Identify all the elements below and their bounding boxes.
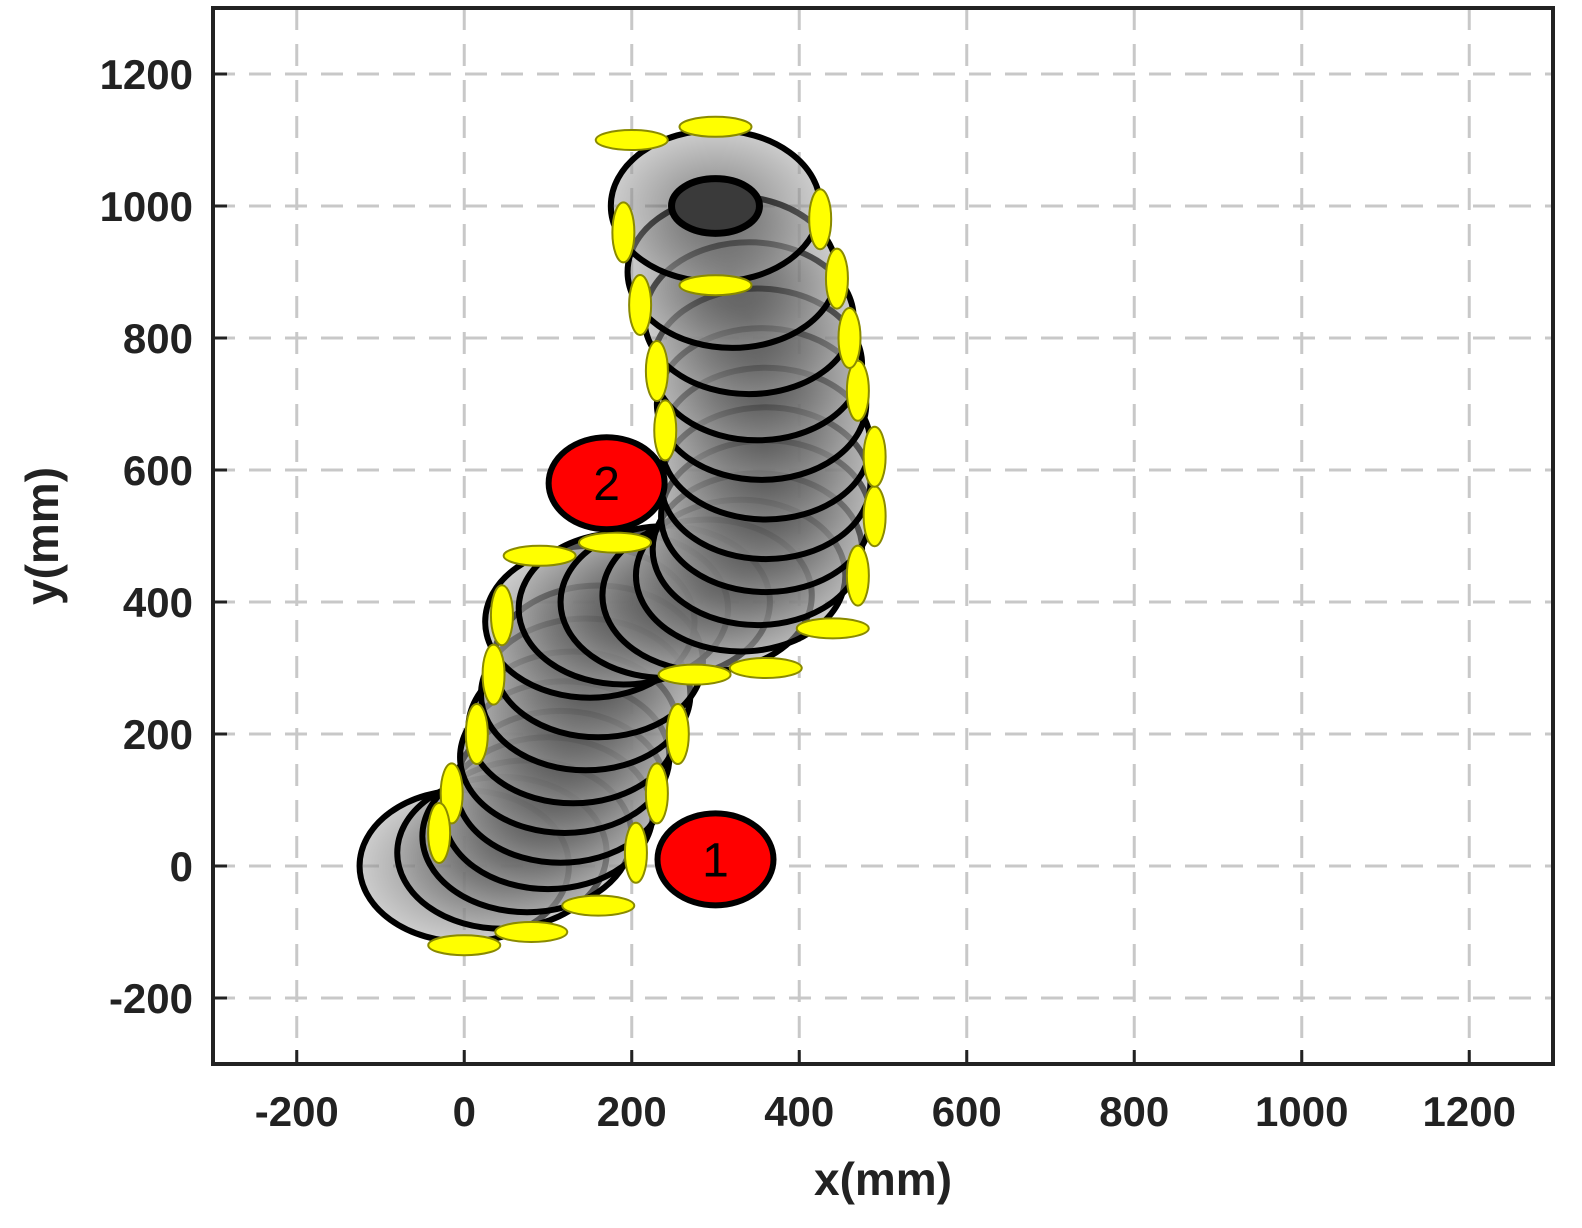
x-axis-label: x(mm) bbox=[814, 1153, 952, 1205]
foot-point bbox=[489, 584, 514, 647]
axes-frame bbox=[211, 6, 1555, 1066]
foot-point bbox=[644, 762, 669, 825]
foot-point bbox=[837, 307, 862, 369]
foot-point bbox=[824, 247, 849, 310]
foot-point bbox=[678, 274, 753, 297]
foot-point bbox=[862, 425, 887, 488]
waypoint-label: 1 bbox=[702, 834, 729, 887]
x-tick-label: 1000 bbox=[1255, 1088, 1348, 1135]
footprint-core bbox=[668, 175, 763, 237]
y-tick-label: 400 bbox=[123, 579, 193, 626]
x-tick-label: 600 bbox=[932, 1088, 1002, 1135]
foot-point bbox=[653, 399, 678, 462]
x-tick-label: 800 bbox=[1099, 1088, 1169, 1135]
y-tick-label: 800 bbox=[123, 315, 193, 362]
x-tick-labels: -200 0 200 400 600 800 1000 1200 bbox=[255, 1050, 1516, 1135]
foot-point bbox=[623, 821, 648, 884]
x-tick-label: -200 bbox=[255, 1088, 339, 1135]
y-tick-label: -200 bbox=[109, 975, 193, 1022]
x-tick-label: 200 bbox=[597, 1088, 667, 1135]
foot-point bbox=[502, 544, 577, 567]
foot-point bbox=[427, 934, 502, 957]
waypoint-label: 2 bbox=[593, 458, 620, 511]
foot-point bbox=[561, 894, 636, 917]
foot-point bbox=[728, 657, 803, 679]
foot-point bbox=[594, 129, 669, 151]
y-tick-label: 0 bbox=[170, 843, 193, 890]
y-tick-label: 1200 bbox=[100, 51, 193, 98]
foot-point bbox=[808, 188, 833, 251]
waypoint-marker: 2 bbox=[545, 434, 668, 533]
plot-area: 12 bbox=[356, 115, 887, 957]
grid bbox=[213, 8, 1553, 1064]
x-tick-label: 1200 bbox=[1423, 1088, 1516, 1135]
foot-point bbox=[678, 115, 753, 138]
foot-point bbox=[845, 544, 870, 607]
x-tick-label: 400 bbox=[764, 1088, 834, 1135]
y-tick-label: 1000 bbox=[100, 183, 193, 230]
foot-point bbox=[628, 274, 653, 336]
foot-series bbox=[427, 115, 887, 957]
y-axis-label: y(mm) bbox=[16, 467, 68, 605]
waypoint-marker: 1 bbox=[654, 810, 777, 909]
y-tick-labels: -200 0 200 400 600 800 1000 1200 bbox=[100, 51, 227, 1022]
y-tick-label: 600 bbox=[123, 447, 193, 494]
foot-point bbox=[644, 340, 669, 402]
marker-series: 12 bbox=[545, 434, 777, 909]
foot-point bbox=[427, 802, 452, 864]
foot-point bbox=[665, 703, 690, 765]
foot-point bbox=[578, 531, 652, 554]
foot-point bbox=[494, 921, 569, 943]
y-tick-label: 200 bbox=[123, 711, 193, 758]
foot-point bbox=[657, 663, 732, 686]
footprint-series bbox=[356, 127, 874, 945]
x-tick-label: 0 bbox=[453, 1088, 476, 1135]
foot-point bbox=[611, 201, 636, 264]
foot-point bbox=[795, 617, 870, 640]
foot-point bbox=[464, 703, 489, 765]
foot-point bbox=[845, 359, 870, 422]
foot-point bbox=[481, 643, 506, 706]
foot-point bbox=[862, 485, 887, 548]
